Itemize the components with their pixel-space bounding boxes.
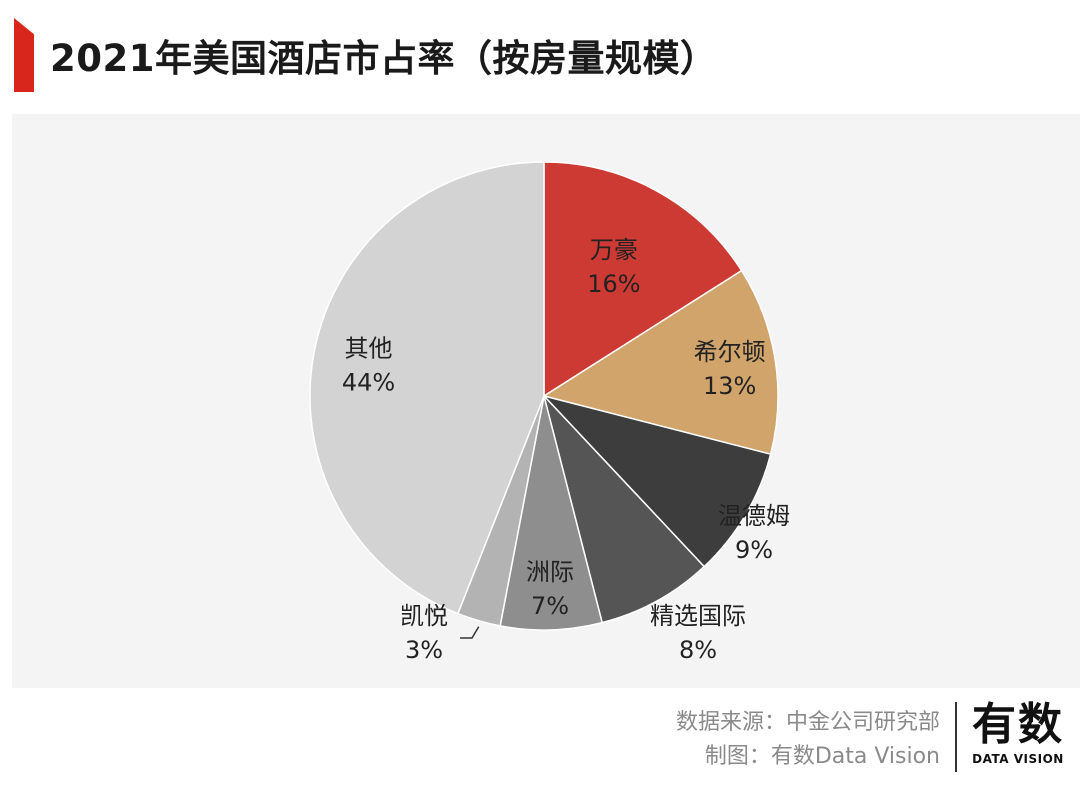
footer-divider: [955, 702, 957, 772]
slice-name-label-3: 温德姆: [718, 502, 790, 530]
pie-chart: 万豪 16% 希尔顿 13% 温德姆 9% 精选国际 8% 洲际 7% 凯悦 3% 其他 44%: [309, 161, 790, 664]
pie-slice-7: [309, 161, 545, 615]
slice-name-label-2: 希尔顿: [694, 338, 766, 366]
source-note: 数据来源：中金公司研究部 制图：有数Data Vision: [676, 706, 940, 774]
slice-name-label-7: 其他: [345, 334, 393, 362]
page-title: 2021年美国酒店市占率（按房量规模）: [50, 37, 718, 80]
slice-value-label-7: 44%: [342, 368, 395, 396]
slice-name-label-5: 洲际: [526, 558, 574, 586]
slice-value-label-4: 8%: [679, 636, 717, 664]
slice-value-label-5: 7%: [531, 592, 569, 620]
pie-slice-3: [541, 394, 772, 568]
slice-name-label-6: 凯悦: [400, 602, 448, 630]
pie-slice-2: [542, 269, 779, 456]
logo-sub-text: DATA VISION: [972, 752, 1064, 766]
slice-value-label-6: 3%: [405, 636, 443, 664]
source-text: 数据来源：中金公司研究部: [675, 710, 940, 735]
slice-value-label-2: 13%: [703, 372, 756, 400]
title-accent-bar: [14, 18, 34, 92]
logo-main-text: 有数: [972, 699, 1064, 750]
slice-name-label-1: 万豪: [590, 236, 638, 264]
credit-text: 制图：有数Data Vision: [704, 744, 940, 769]
leader-line-6: [460, 626, 480, 639]
pie-slice-1: [543, 161, 743, 398]
chart-panel: 万豪 16% 希尔顿 13% 温德姆 9% 精选国际 8% 洲际 7% 凯悦 3% 其他 44%: [12, 114, 1080, 688]
pie-slice-4: [543, 395, 706, 624]
logo: 有数 DATA VISION: [966, 698, 1070, 766]
slice-value-label-3: 9%: [735, 536, 773, 564]
pie-slice-5: [499, 395, 604, 631]
slice-value-label-1: 16%: [587, 270, 640, 298]
slice-name-label-4: 精选国际: [650, 602, 746, 630]
